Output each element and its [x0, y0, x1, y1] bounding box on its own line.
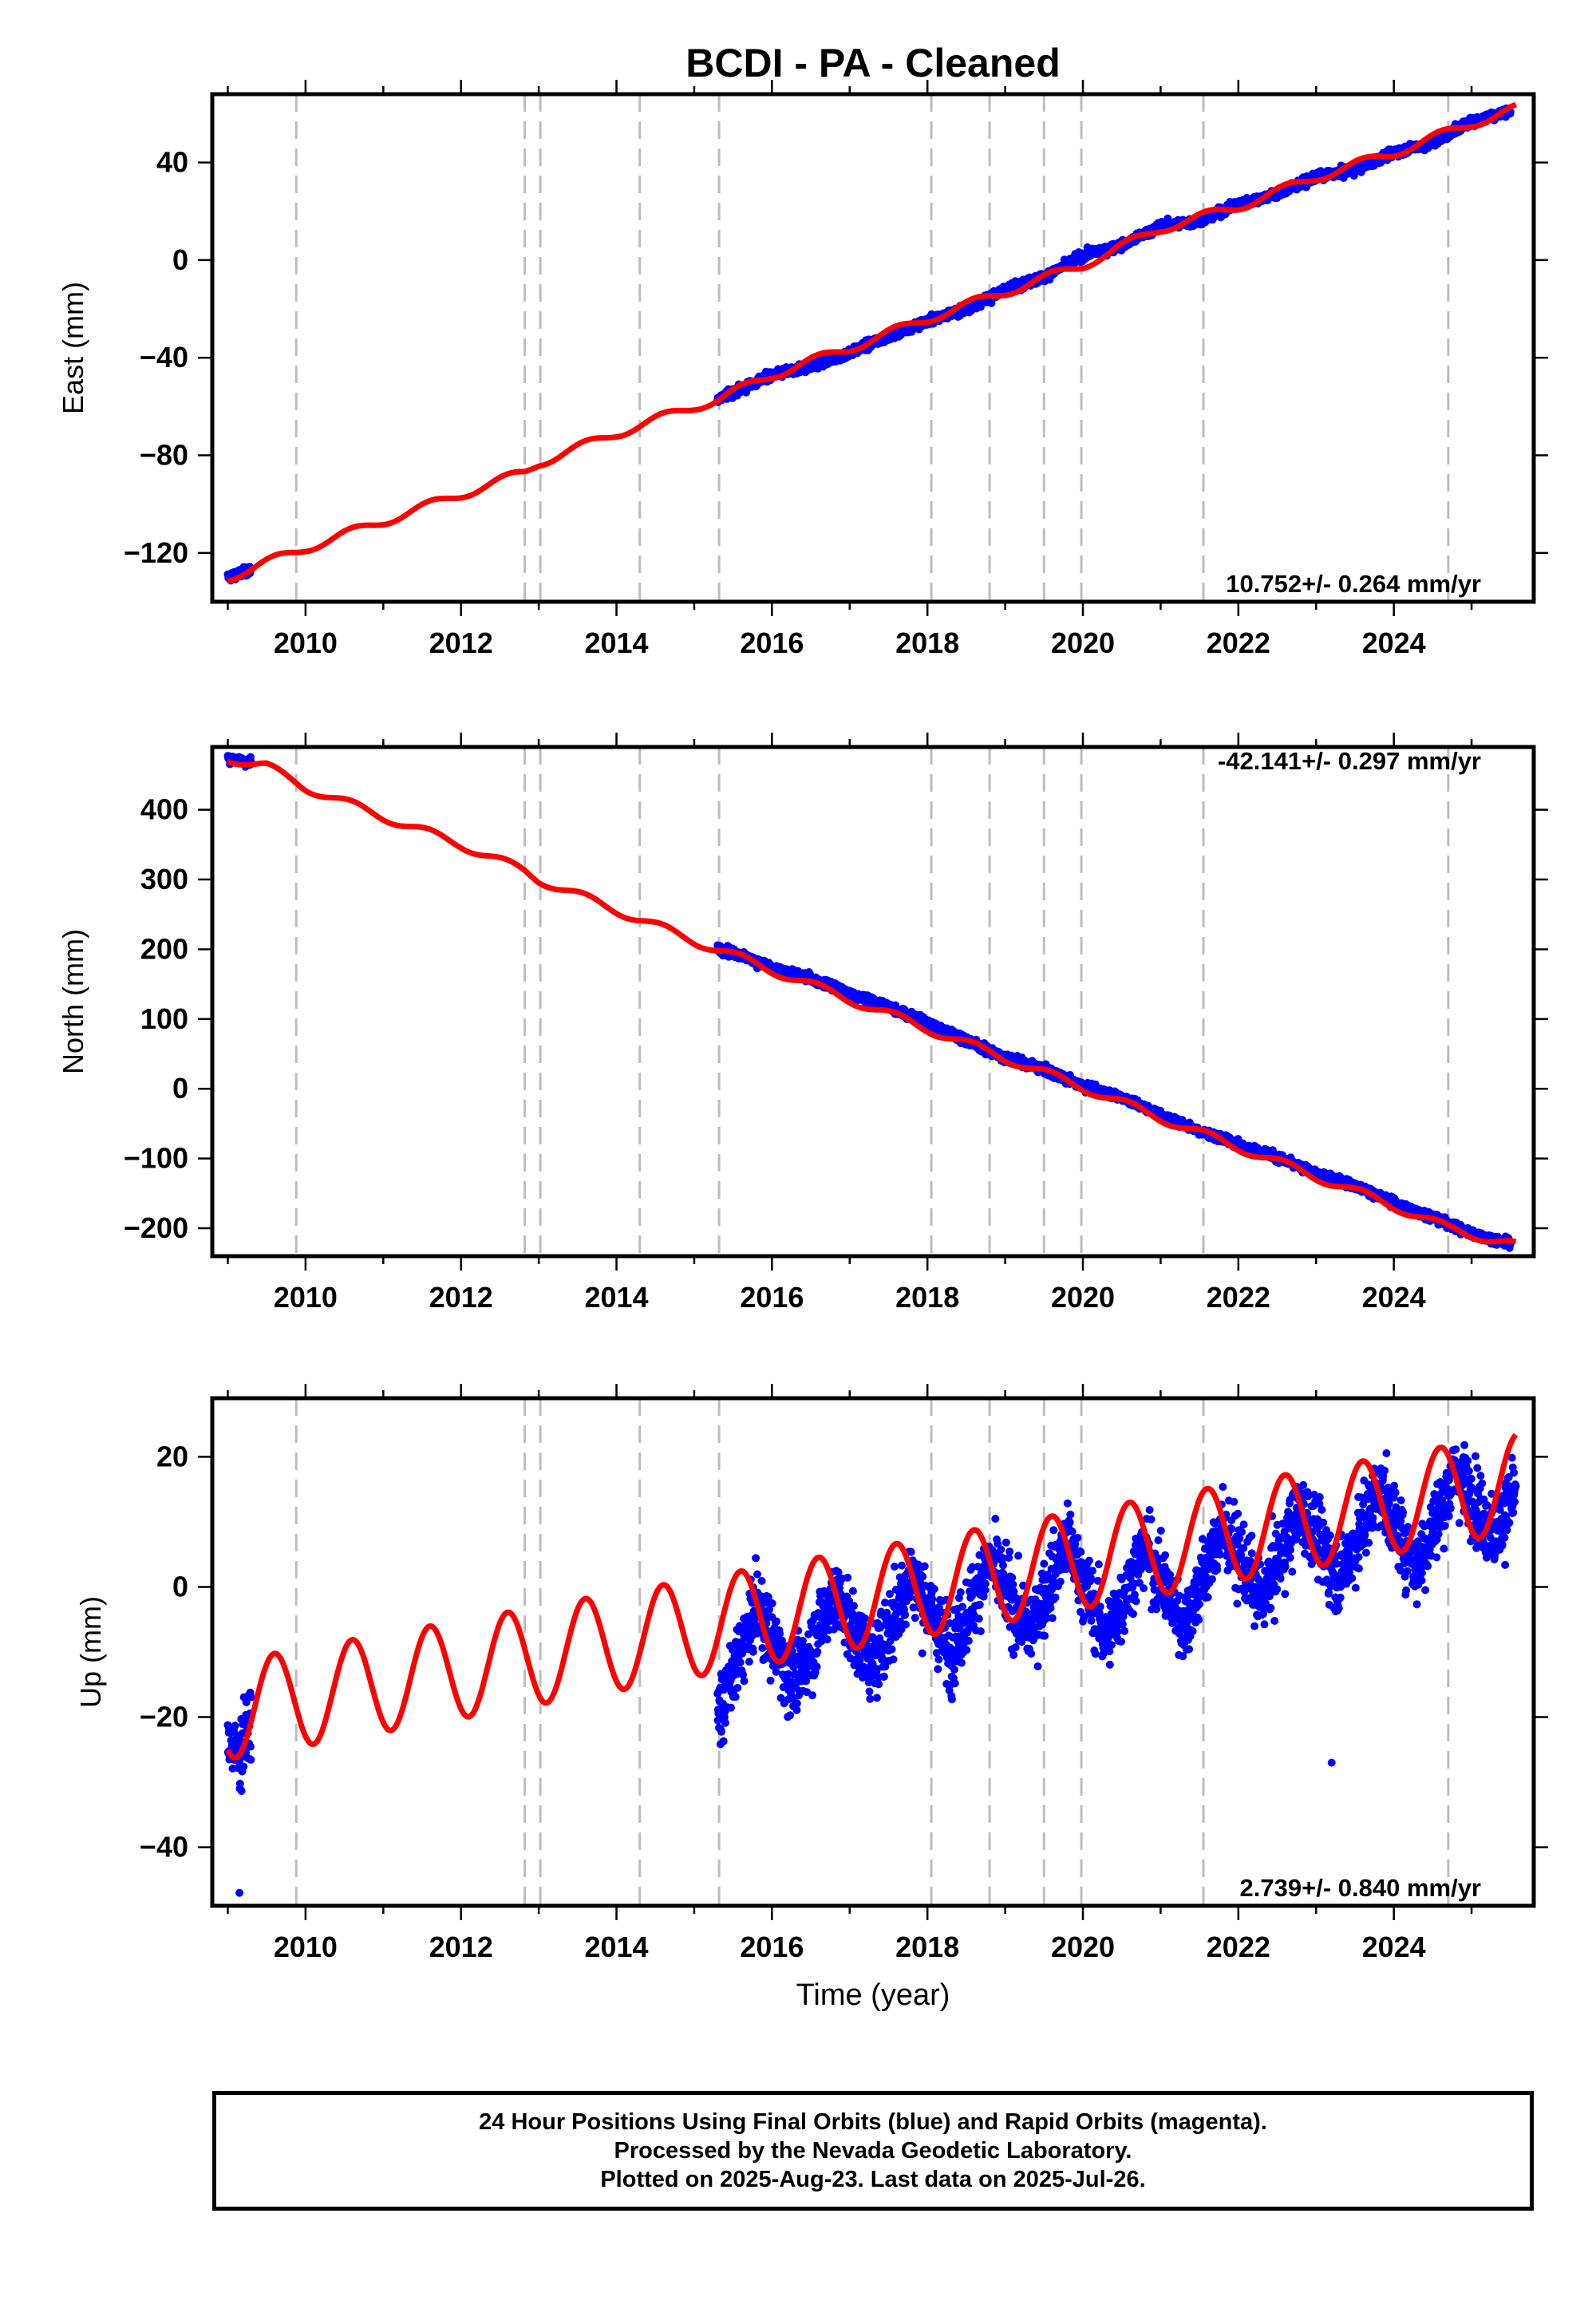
y-tick-label: 40 [156, 146, 188, 179]
x-tick-label: 2018 [895, 626, 959, 659]
panel-frame [210, 92, 1536, 604]
x-tick-label: 2014 [584, 626, 648, 659]
x-tick-label: 2012 [429, 626, 493, 659]
model-curve [226, 101, 1518, 584]
panel-east: 2010 2012 2014 2016 2018 2020 2022 2024 −120 −80 −… [57, 80, 1548, 659]
x-tick-label: 2022 [1207, 626, 1270, 659]
x-tick-label: 2010 [274, 626, 338, 659]
panels-group: 2010 2012 2014 2016 2018 2020 2022 2024 −120 −80 −… [57, 80, 1548, 2012]
y-tick-label: −40 [140, 341, 188, 373]
plot-area [223, 747, 1518, 1256]
x-tick-label: 2016 [740, 626, 804, 659]
y-tick-label: −80 [140, 439, 188, 472]
x-tick-label: 2020 [1051, 626, 1115, 659]
x-tick-label: 2024 [1362, 626, 1426, 659]
y-tick-label: 0 [172, 243, 188, 276]
plot-area [223, 94, 1518, 602]
panel-north: 2010 2012 2014 2016 2018 2020 2022 2024−200−100… [57, 733, 1548, 1314]
y-axis-label: East (mm) [57, 282, 89, 414]
rate-annotation: 10.752+/- 0.264 mm/yr [1226, 570, 1481, 598]
y-tick-label: −120 [124, 536, 188, 569]
figure-title: BCDI - PA - Cleaned [685, 41, 1060, 85]
